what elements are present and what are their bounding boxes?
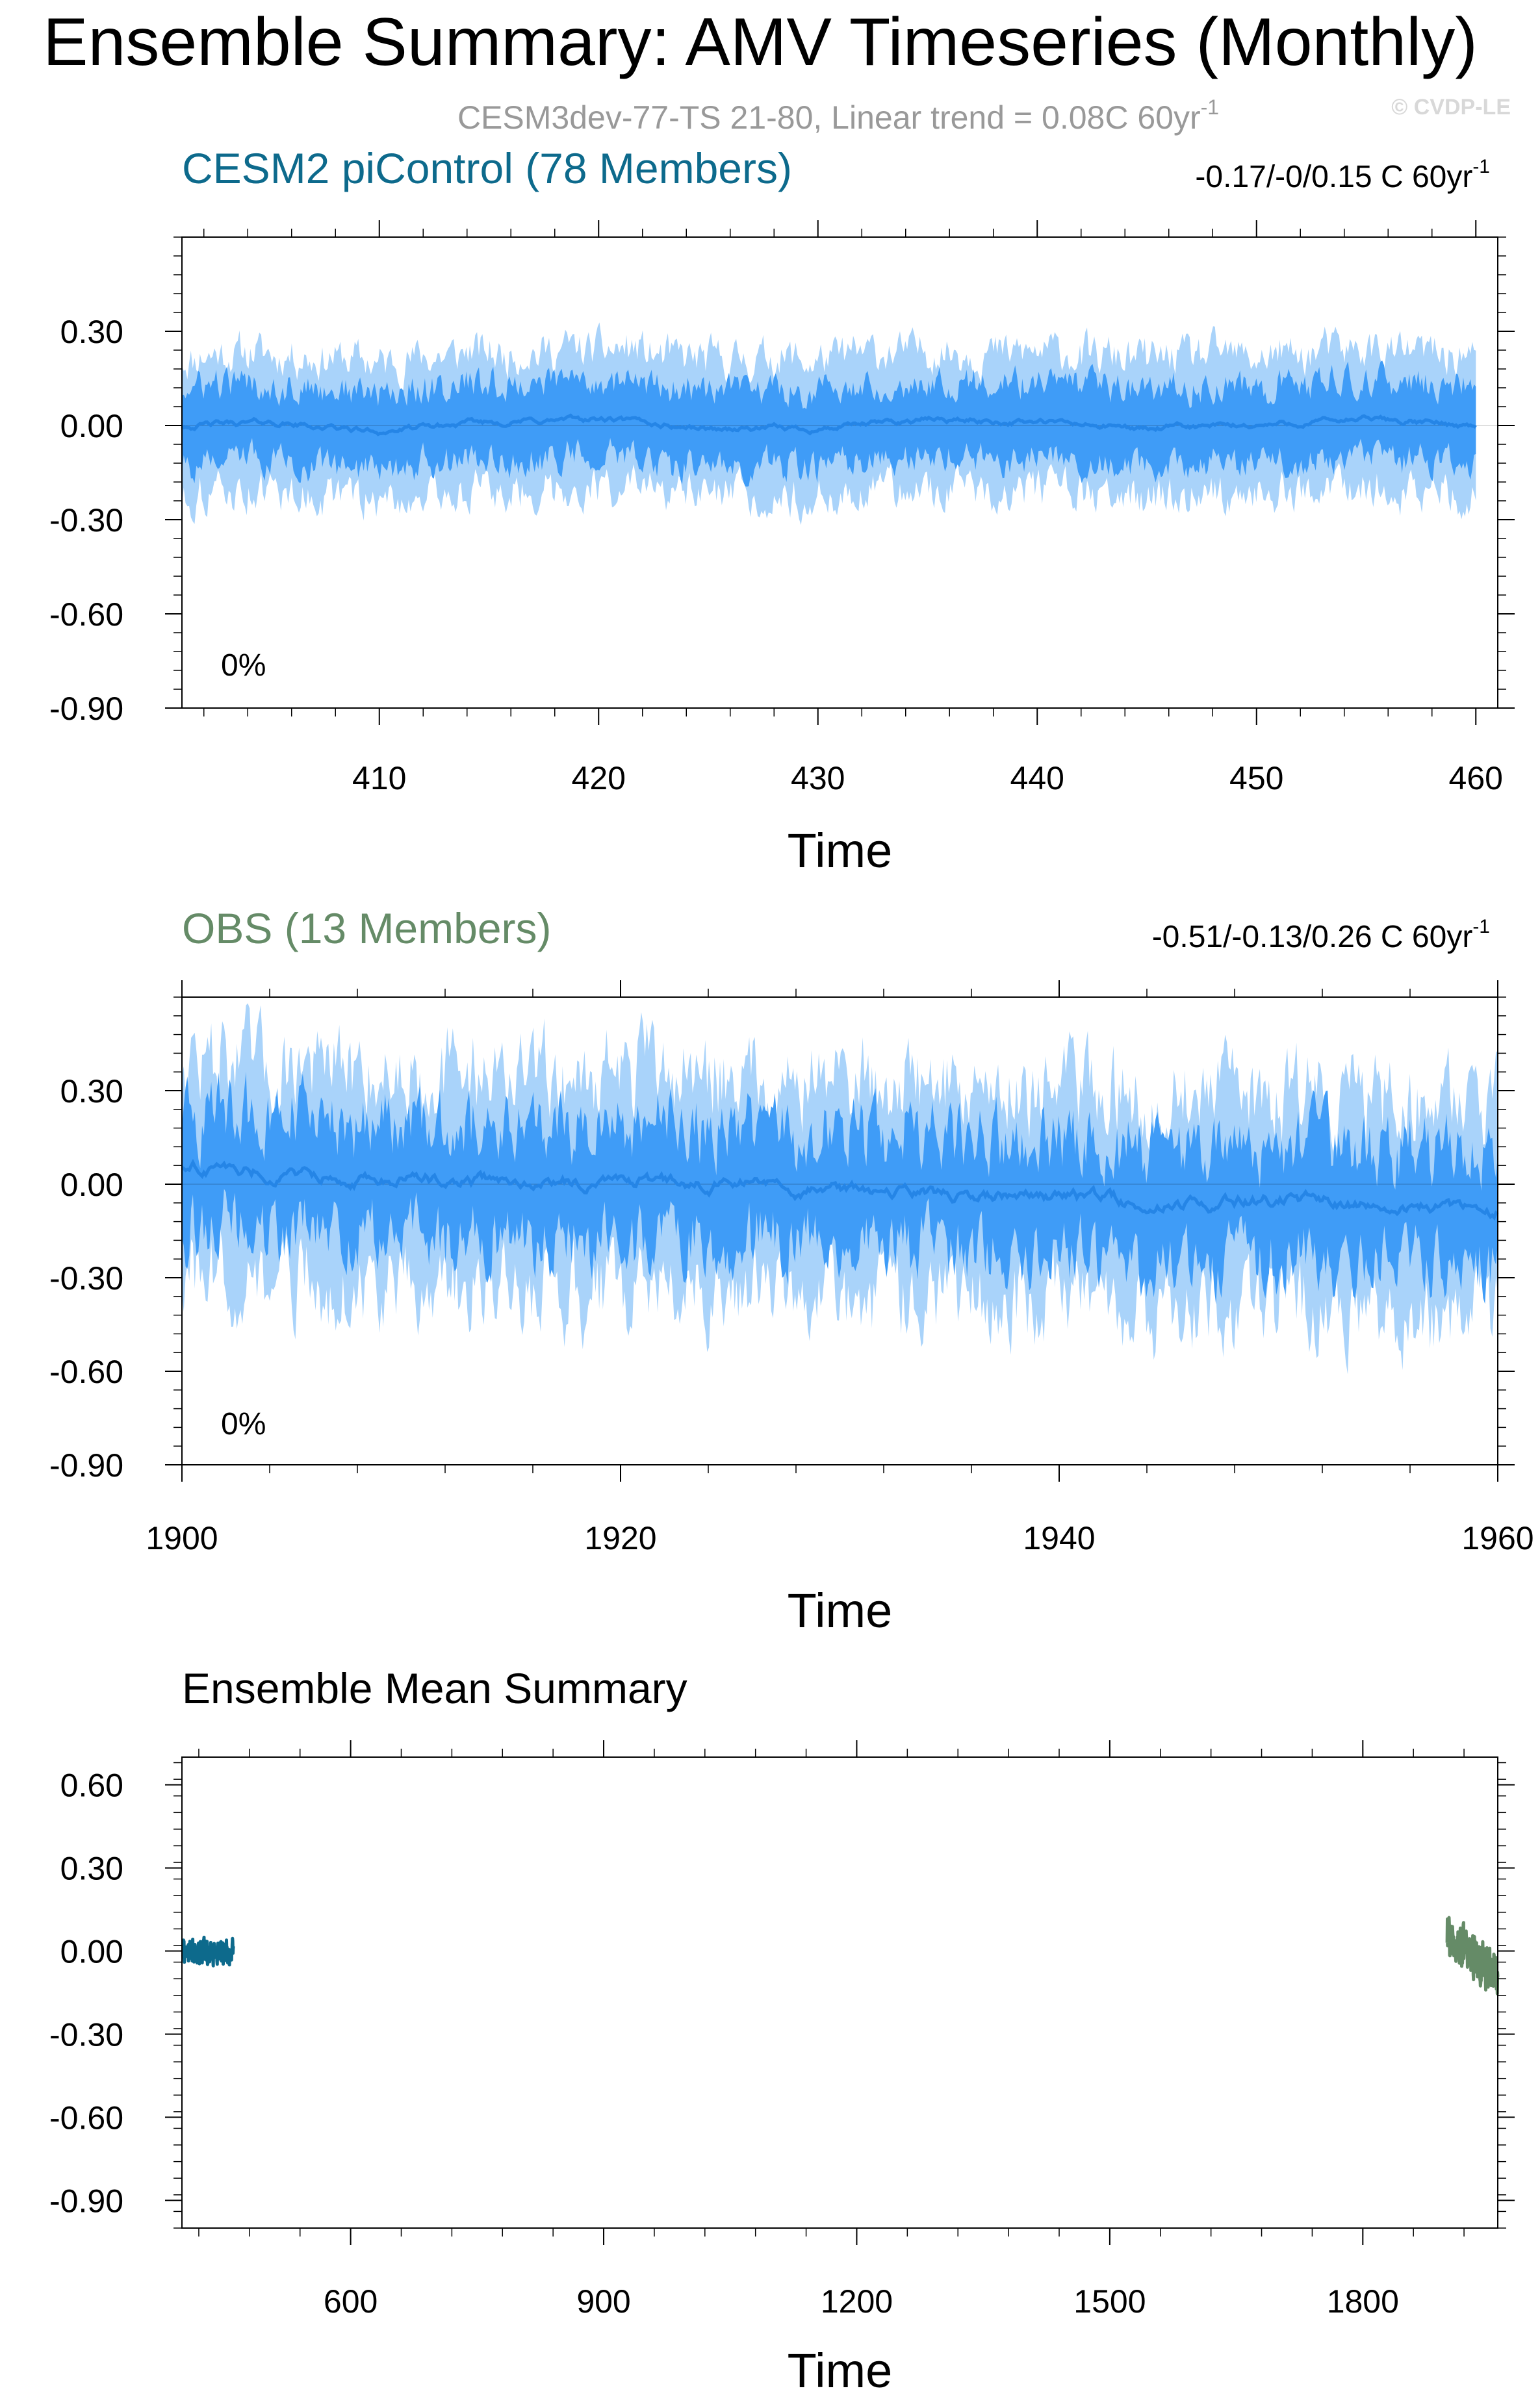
y-tick-label-summary: 0.30 [60, 1851, 123, 1887]
x-tick-label-summary: 1500 [1073, 2283, 1146, 2320]
x-tick-label-obs: 1900 [146, 1520, 218, 1556]
watermark: © CVDP-LE [1391, 95, 1511, 120]
inner-spread-band [182, 361, 1476, 487]
panel-title-summary: Ensemble Mean Summary [182, 1664, 687, 1712]
figure-subtitle-sup: -1 [1201, 95, 1219, 119]
x-tick-label-picontrol: 450 [1229, 760, 1283, 796]
percent-label-picontrol: 0% [221, 648, 266, 683]
x-tick-label-summary: 1200 [821, 2283, 893, 2320]
panel-obs: OBS (13 Members) -0.51/-0.13/0.26 C 60yr-… [49, 904, 1534, 1638]
y-tick-label-obs: -0.90 [49, 1447, 123, 1484]
x-tick-label-summary: 600 [324, 2283, 378, 2320]
x-tick-label-summary: 1800 [1327, 2283, 1399, 2320]
x-tick-label-picontrol: 410 [352, 760, 406, 796]
panel-picontrol: CESM2 piControl (78 Members) -0.17/-0/0.1… [49, 144, 1515, 878]
x-tick-label-obs: 1960 [1461, 1520, 1534, 1556]
y-tick-label-picontrol: -0.90 [49, 691, 123, 727]
percent-label-obs: 0% [221, 1407, 266, 1441]
plot-frame-summary [181, 1756, 1498, 2229]
panel-title-obs: OBS (13 Members) [182, 904, 551, 952]
figure-subtitle: CESM3dev-77-TS 21-80, Linear trend = 0.0… [457, 95, 1219, 136]
y-tick-label-picontrol: -0.60 [49, 596, 123, 633]
y-tick-label-summary: -0.90 [49, 2183, 123, 2219]
y-tick-label-obs: -0.60 [49, 1354, 123, 1390]
x-axis-label-summary: Time [788, 2344, 893, 2398]
plot-frame-picontrol [181, 236, 1498, 709]
x-tick-label-obs: 1940 [1023, 1520, 1095, 1556]
x-tick-label-picontrol: 440 [1010, 760, 1064, 796]
y-tick-label-obs: 0.00 [60, 1167, 123, 1203]
ensemble-mean-series-picontrol [181, 1935, 235, 1968]
y-tick-label-summary: 0.00 [60, 1934, 123, 1970]
y-tick-label-summary: 0.60 [60, 1768, 123, 1804]
x-tick-label-picontrol: 430 [791, 760, 845, 796]
x-tick-label-picontrol: 460 [1449, 760, 1503, 796]
trend-text-obs: -0.51/-0.13/0.26 C 60yr-1 [1152, 916, 1490, 954]
ensemble-mean-series-obs [1445, 1916, 1500, 1996]
y-tick-label-obs: 0.30 [60, 1073, 123, 1109]
x-tick-label-picontrol: 420 [572, 760, 626, 796]
x-axis-label-obs: Time [788, 1584, 893, 1638]
panel-ensemble-mean-summary: Ensemble Mean Summary 0.60 0.30 0.00 -0.30 -0… [49, 1664, 1515, 2398]
trend-text-picontrol: -0.17/-0/0.15 C 60yr-1 [1195, 156, 1490, 194]
y-tick-label-summary: -0.60 [49, 2099, 123, 2136]
y-tick-label-picontrol: 0.00 [60, 408, 123, 444]
ensemble-mean-line [181, 413, 1477, 437]
y-tick-label-picontrol: -0.30 [49, 502, 123, 539]
x-tick-label-summary: 900 [576, 2283, 630, 2320]
ensemble-mean-line [181, 1158, 1499, 1221]
figure-title: Ensemble Summary: AMV Timeseries (Monthl… [43, 5, 1478, 80]
y-tick-label-picontrol: 0.30 [60, 314, 123, 350]
x-tick-label-obs: 1920 [584, 1520, 656, 1556]
y-tick-label-obs: -0.30 [49, 1260, 123, 1297]
y-tick-label-summary: -0.30 [49, 2016, 123, 2053]
x-axis-label-picontrol: Time [788, 824, 893, 878]
plot-frame-obs [181, 996, 1498, 1465]
panel-title-picontrol: CESM2 piControl (78 Members) [182, 144, 792, 192]
